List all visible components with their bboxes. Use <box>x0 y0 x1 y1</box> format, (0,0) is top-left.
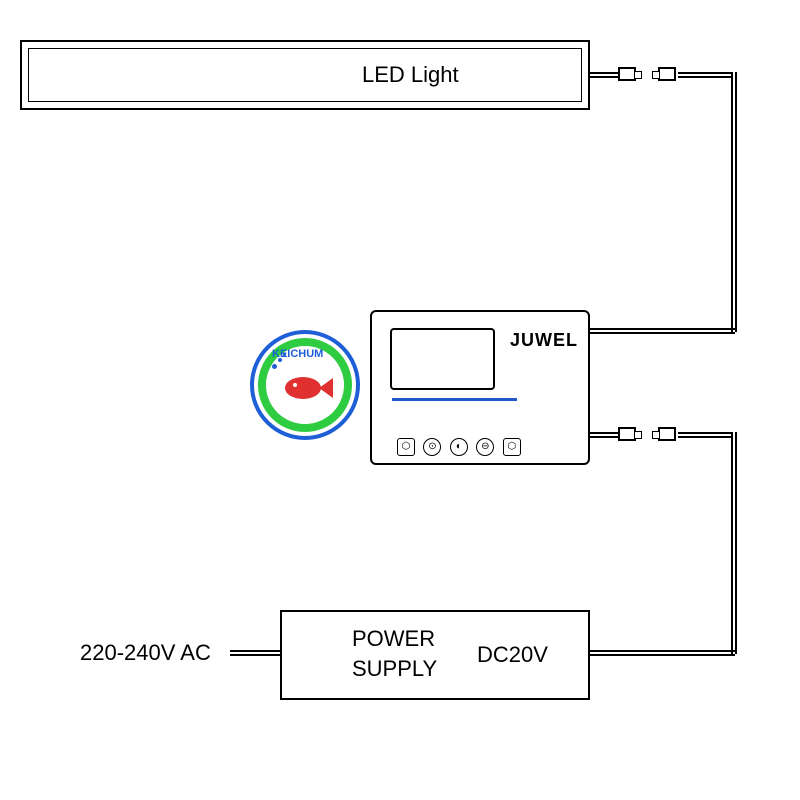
controller-screen <box>390 328 495 390</box>
power-supply-box: POWER SUPPLY DC20V <box>280 610 590 700</box>
controller-btn-1[interactable]: ⬡ <box>397 438 415 456</box>
psu-output: DC20V <box>477 642 548 668</box>
controller-btn-2[interactable]: ⊙ <box>423 438 441 456</box>
psu-label-2: SUPPLY <box>352 656 437 682</box>
fish-icon <box>275 368 335 408</box>
wire-led-right <box>590 72 618 78</box>
controller-btn-3[interactable]: ◐ <box>450 438 468 456</box>
controller-btn-4[interactable]: ⊖ <box>476 438 494 456</box>
wire-mid-to-corner <box>678 432 733 438</box>
wire-into-psu <box>590 650 735 656</box>
controller-accent-line <box>392 398 517 401</box>
led-light-box: LED Light <box>20 40 590 110</box>
connector-top-left <box>618 67 636 86</box>
led-light-label: LED Light <box>362 62 459 88</box>
ac-input-label: 220-240V AC <box>80 640 211 666</box>
controller-btn-5[interactable]: ⬡ <box>503 438 521 456</box>
wire-right-down-top <box>731 72 737 332</box>
connector-mid-left <box>618 427 636 446</box>
connector-top-right <box>658 67 676 86</box>
psu-label-1: POWER <box>352 626 435 652</box>
controller-button-row: ⬡ ⊙ ◐ ⊖ ⬡ <box>395 436 523 456</box>
wire-controller-right <box>590 432 618 438</box>
connector-mid-right <box>658 427 676 446</box>
wire-into-controller-top <box>590 328 735 334</box>
controller-brand: JUWEL <box>510 330 578 351</box>
wire-top-to-corner <box>678 72 733 78</box>
wire-right-down-bottom <box>731 432 737 654</box>
brand-logo: KEICHUM <box>250 330 360 440</box>
wire-ac-input <box>230 650 280 656</box>
